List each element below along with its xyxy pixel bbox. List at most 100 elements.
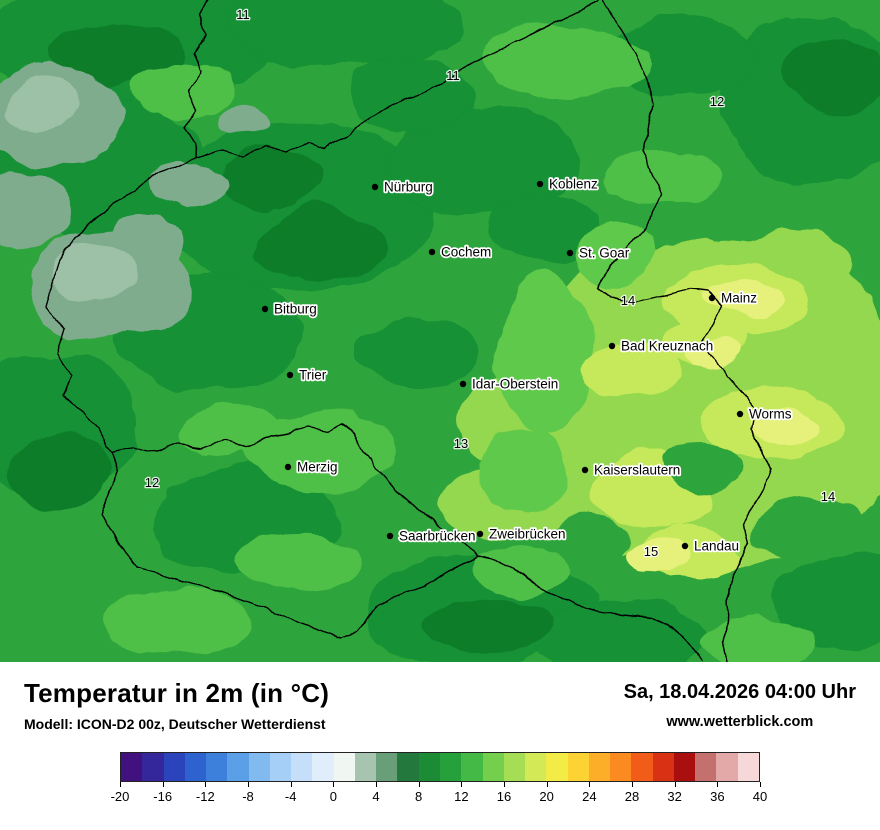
temp-blob	[535, 600, 705, 662]
temp-blob	[150, 158, 226, 206]
legend-color-segment	[567, 753, 589, 781]
legend-tick-label: -20	[110, 789, 130, 804]
temp-blob	[133, 62, 237, 114]
border-west	[44, 0, 207, 569]
city-dot	[681, 542, 689, 550]
city-dot	[284, 463, 292, 471]
state-borders	[44, 0, 772, 662]
temp-blob	[425, 597, 555, 653]
city-label: Zweibrücken	[489, 527, 566, 542]
city-marker: Saarbrücken	[386, 527, 477, 545]
city-label: Worms	[749, 407, 792, 422]
temperature-value-label: 14	[821, 489, 835, 504]
temp-blob	[480, 425, 570, 515]
temp-blob	[575, 222, 655, 282]
city-dot	[536, 180, 544, 188]
temperature-value-labels: 11 11 12 14 13 12 14 15	[143, 6, 836, 561]
city-marker: Cochem	[428, 243, 493, 261]
city-dot	[608, 342, 616, 350]
temp-blob	[580, 342, 684, 402]
legend-tick-label: 24	[582, 789, 597, 804]
city-label: Kaiserslautern	[594, 463, 680, 478]
temp-blob	[744, 408, 820, 444]
legend-tick-mark	[376, 782, 377, 787]
legend-color-segment	[588, 753, 611, 781]
temp-blob	[5, 79, 85, 131]
legend-color-segment	[652, 753, 674, 781]
legend-color-segment	[291, 753, 313, 781]
city-label: Bad Kreuznach	[621, 339, 713, 354]
legend-tick-label: 40	[752, 789, 768, 804]
city-marker: Nürburg	[371, 178, 434, 196]
legend-color-segment	[312, 753, 334, 781]
temp-blob	[390, 105, 580, 215]
temp-blob	[217, 104, 273, 136]
legend-tick-label: 16	[496, 789, 512, 804]
temp-blob	[10, 430, 110, 510]
city-label: Cochem	[441, 245, 491, 260]
legend-tick-mark	[717, 782, 719, 787]
footer-left: Temperatur in 2m (in °C) Modell: ICON-D2…	[24, 678, 329, 732]
legend-tick-row: -20 -16 -12 -8 -4 0 4 8 12 16 20 24 28 32 36 40	[111, 782, 767, 810]
legend-tick-label: 32	[667, 789, 682, 804]
city-marker: Merzig	[284, 458, 339, 476]
legend-tick-label: 4	[372, 789, 380, 804]
city-dot	[736, 410, 744, 418]
legend-color-segment	[695, 753, 717, 781]
legend-tick-mark	[248, 782, 249, 787]
temp-blob	[50, 245, 140, 305]
city-marker: St. Goar	[566, 244, 631, 262]
temp-blob	[780, 35, 880, 115]
temp-blob	[550, 518, 630, 562]
city-dot	[476, 530, 484, 538]
temperature-value-label: 11	[236, 7, 250, 22]
temp-blob	[0, 168, 70, 252]
city-dot	[428, 248, 436, 256]
footer-right: Sa, 18.04.2026 04:00 Uhr www.wetterblick…	[624, 678, 856, 730]
temperature-legend: -20 -16 -12 -8 -4 0 4 8 12 16 20 24 28 32 36 40	[111, 752, 767, 810]
city-marker: Koblenz	[536, 175, 600, 193]
website-url: www.wetterblick.com	[666, 714, 814, 730]
legend-tick-mark	[205, 782, 207, 787]
city-marker: Trier	[286, 366, 328, 384]
city-label: Merzig	[297, 460, 338, 475]
city-label: St. Goar	[579, 246, 630, 261]
temp-blob	[708, 282, 784, 318]
border-south	[136, 555, 703, 661]
temp-blob	[626, 541, 690, 571]
city-marker: Zweibrücken	[476, 525, 567, 543]
border-east	[596, 0, 772, 662]
legend-tick-mark	[589, 782, 591, 787]
city-label: Mainz	[721, 291, 757, 306]
city-marker: Kaiserslautern	[581, 461, 682, 479]
city-label: Landau	[694, 539, 739, 554]
legend-color-segment	[716, 753, 738, 781]
city-dot	[386, 532, 394, 540]
city-marker: Bad Kreuznach	[608, 337, 715, 355]
legend-colorbar	[120, 752, 760, 782]
temp-blob	[245, 414, 395, 490]
legend-tick-label: 28	[624, 789, 640, 804]
legend-color-segment	[121, 753, 143, 781]
legend-color-segment	[673, 753, 696, 781]
city-label: Idar-Oberstein	[472, 377, 558, 392]
temperature-value-label: 13	[454, 436, 468, 451]
legend-color-segment	[418, 753, 440, 781]
legend-tick-label: 36	[710, 789, 725, 804]
city-label: Trier	[299, 368, 327, 383]
temp-blob	[108, 590, 252, 650]
temp-blob	[220, 150, 320, 210]
city-label: Koblenz	[549, 177, 598, 192]
legend-tick-label: -16	[153, 789, 173, 804]
temperature-value-label: 11	[446, 68, 460, 83]
temperature-value-label: 12	[710, 94, 724, 109]
border-saarland	[111, 423, 479, 557]
legend-color-segment	[269, 753, 292, 781]
city-marker: Bitburg	[261, 300, 318, 318]
temp-blob	[490, 195, 600, 261]
legend-color-segment	[227, 753, 249, 781]
legend-color-segment	[376, 753, 398, 781]
temperature-value-label: 14	[621, 293, 635, 308]
legend-color-segment	[354, 753, 377, 781]
city-markers: Nürburg Koblenz Cochem St. Goar Bitburg Mainz…	[261, 175, 793, 555]
